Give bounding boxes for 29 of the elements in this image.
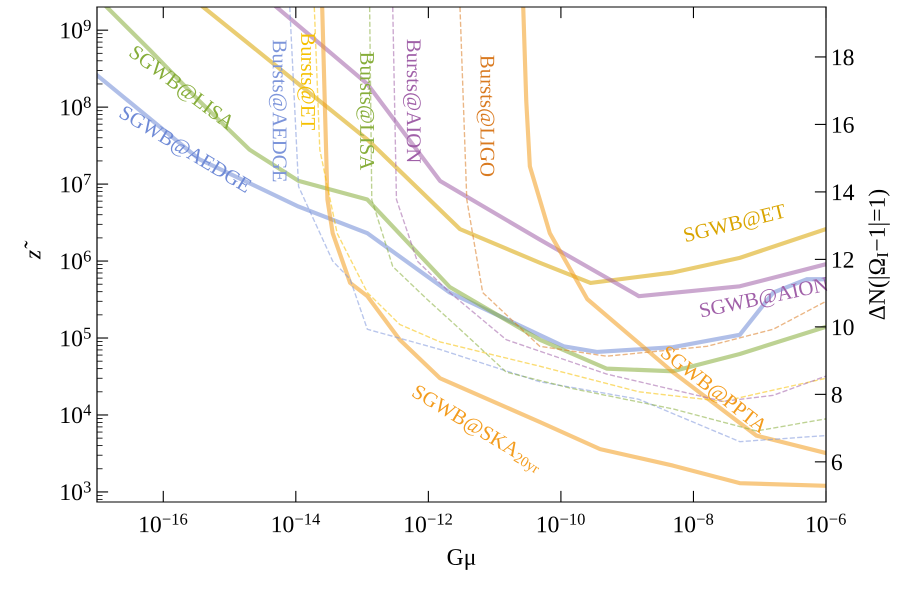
text: Bursts@ET bbox=[297, 32, 316, 130]
text: SGWB@SKA$_{20yr}$ bbox=[408, 384, 544, 477]
x-tick-label: 10$^{−12}$ bbox=[405, 514, 452, 532]
text: Bursts@LIGO bbox=[476, 55, 494, 176]
x-tick-label: 10$^{−16}$ bbox=[140, 514, 188, 532]
y-tick-label: 10$^{4}$ bbox=[61, 404, 92, 424]
x-tick-label: 10$^{−6}$ bbox=[807, 514, 846, 532]
x-tick-label: 10$^{−10}$ bbox=[538, 514, 585, 532]
y2-tick-label: 16 bbox=[832, 116, 854, 133]
y2-tick-label: 6 bbox=[832, 454, 842, 470]
y-tick-label: 10$^{5}$ bbox=[61, 328, 91, 346]
y-axis-title: z̃ bbox=[24, 240, 40, 260]
y2-tick-label: 18 bbox=[832, 49, 854, 66]
y2-tick-label: 10 bbox=[832, 319, 854, 336]
y2-axis-title: ΔN(|Ω$_{I}$−1|=1) bbox=[868, 190, 890, 320]
text: Bursts@AION bbox=[402, 39, 421, 163]
y-tick-label: 10$^{3}$ bbox=[61, 481, 91, 500]
text: Bursts@AEDGE bbox=[268, 40, 287, 182]
x-tick-label: 10$^{−14}$ bbox=[272, 514, 320, 532]
y-tick-label: 10$^{7}$ bbox=[61, 174, 91, 193]
y2-tick-label: 12 bbox=[832, 252, 854, 268]
x-tick-label: 10$^{−8}$ bbox=[674, 514, 714, 532]
x-axis-title: Gμ bbox=[448, 549, 476, 570]
y-tick-label: 10$^{9}$ bbox=[61, 20, 91, 38]
y2-tick-label: 8 bbox=[832, 386, 842, 403]
text: Bursts@LISA bbox=[356, 52, 374, 170]
y2-tick-label: 14 bbox=[832, 184, 854, 200]
y-tick-label: 10$^{6}$ bbox=[61, 250, 91, 270]
y-tick-label: 10$^{8}$ bbox=[61, 96, 91, 116]
